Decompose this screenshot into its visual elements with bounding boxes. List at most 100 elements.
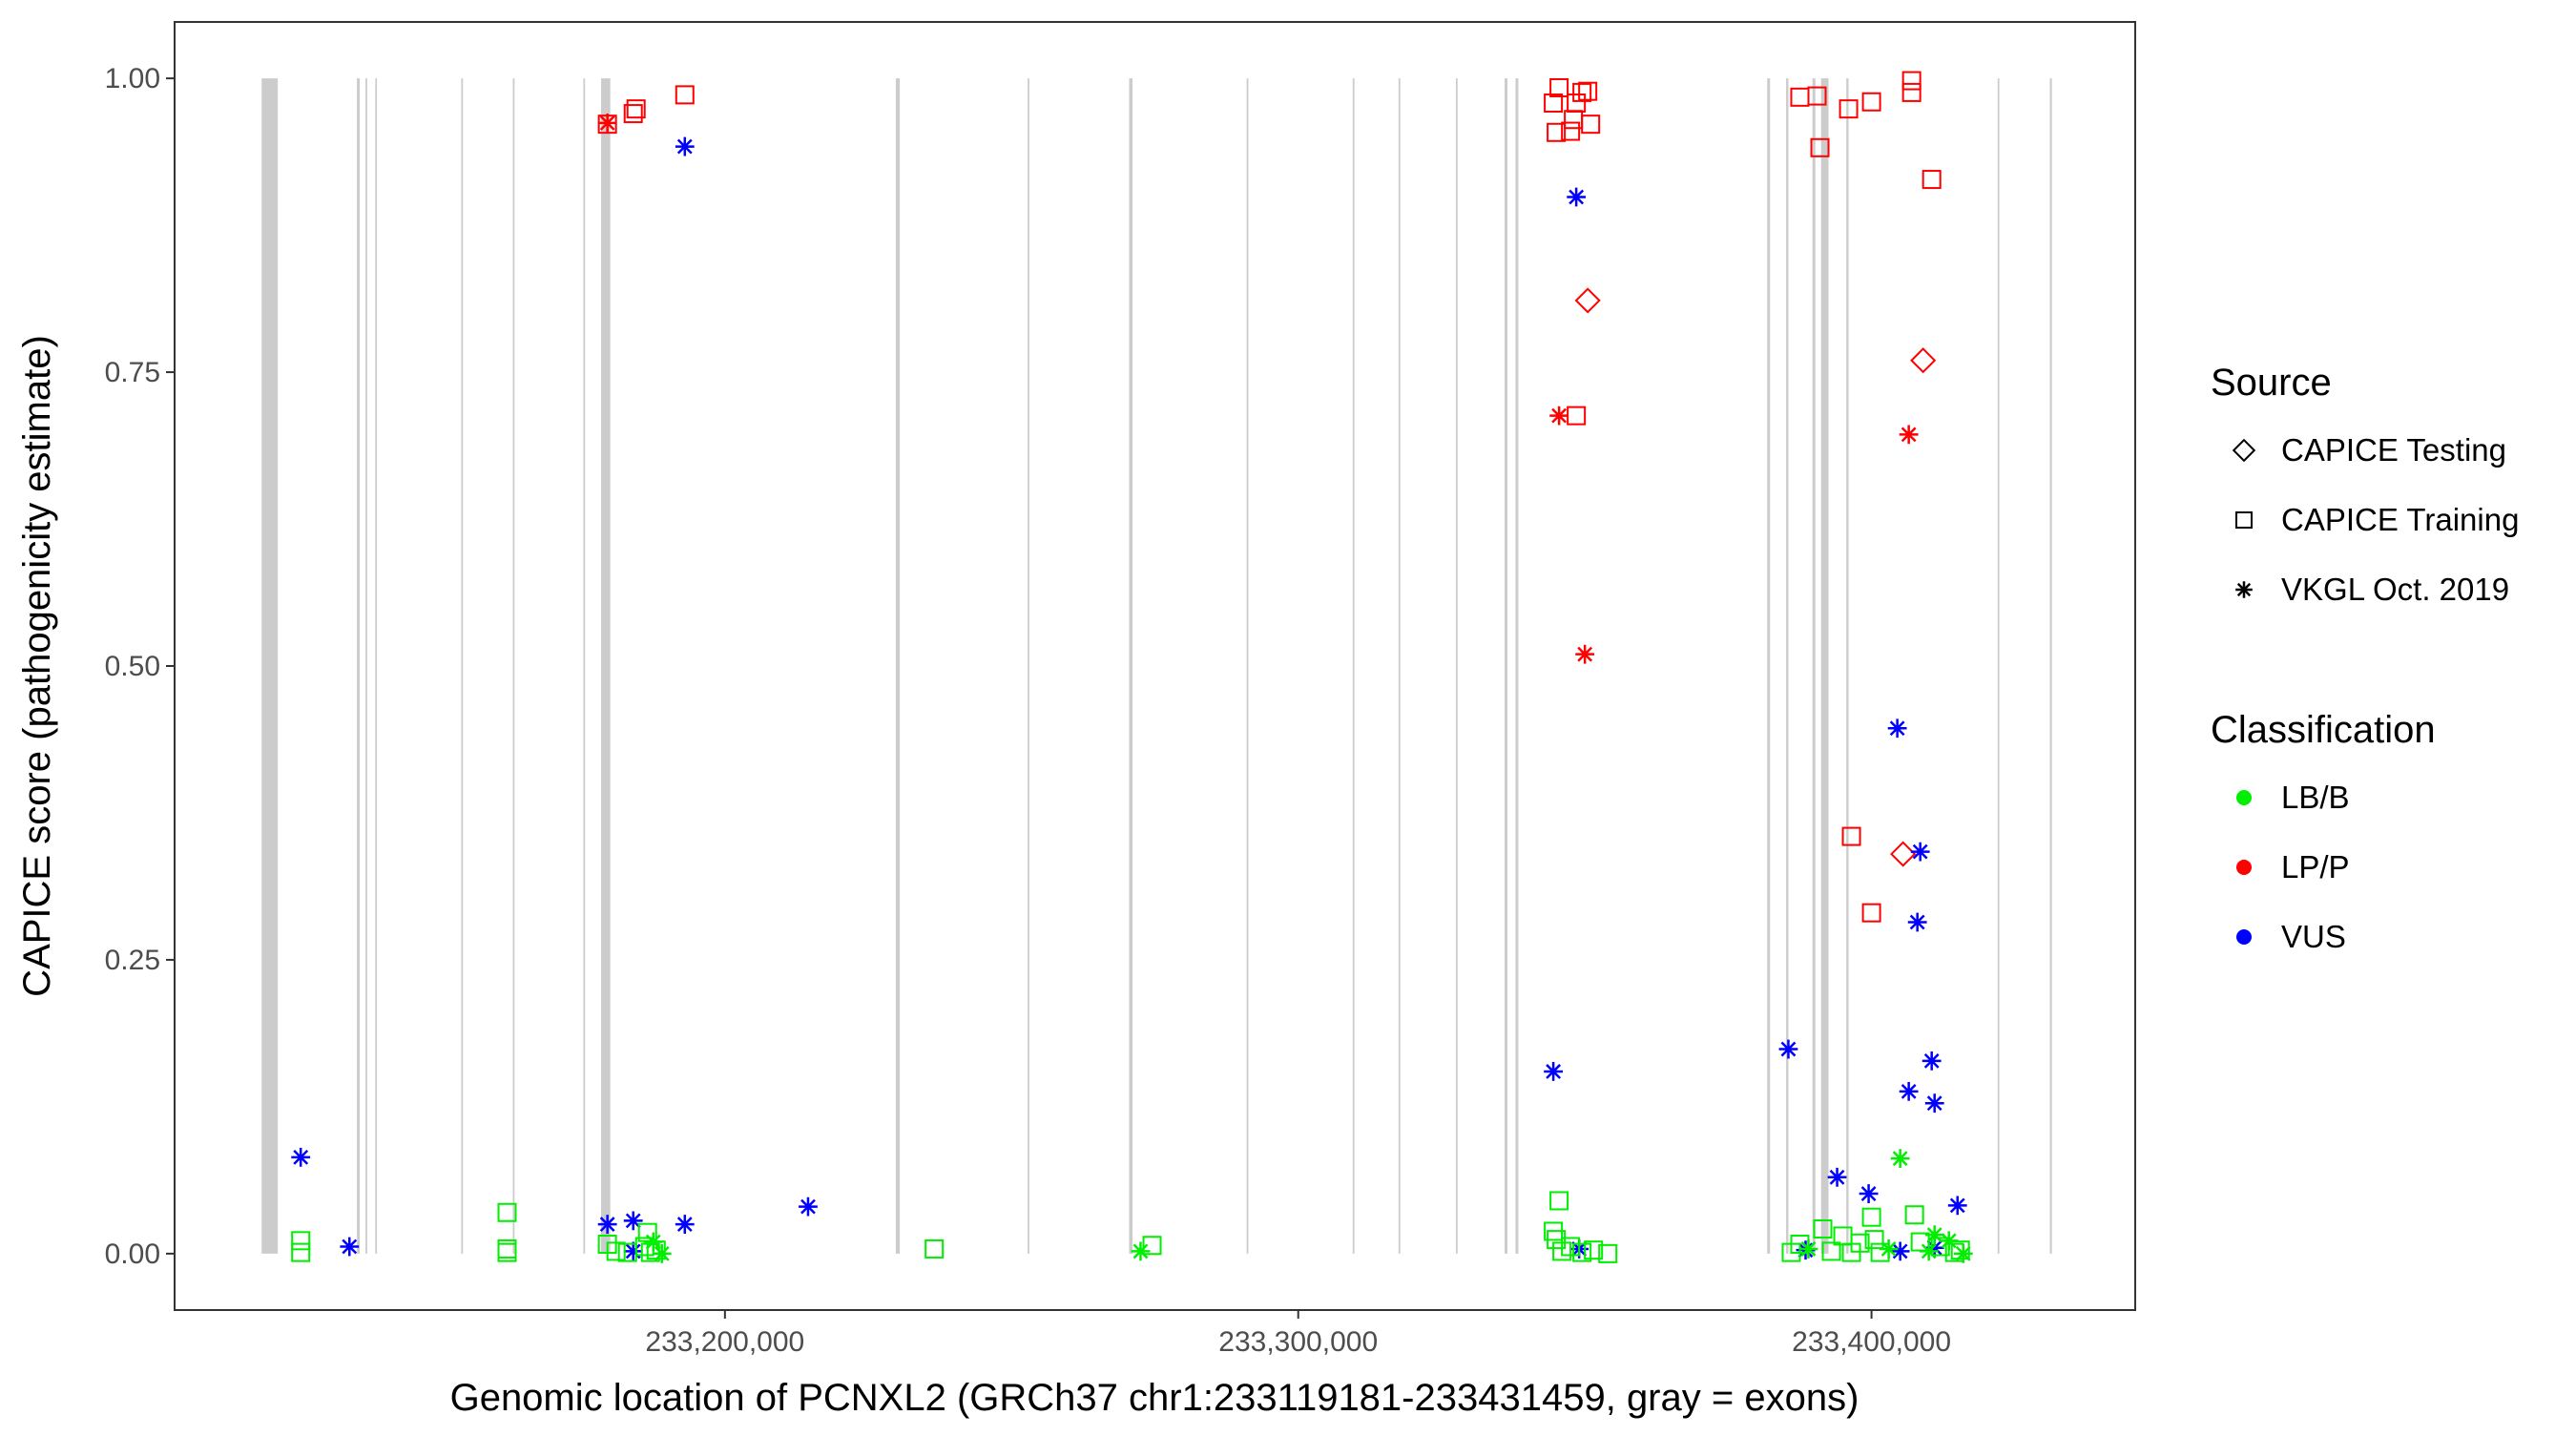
series-vus (291, 136, 1967, 1261)
data-point (675, 85, 695, 105)
data-point (1131, 1241, 1151, 1261)
data-point (623, 104, 643, 124)
data-point (1821, 1241, 1841, 1261)
data-point (1578, 81, 1598, 101)
data-point (1778, 1039, 1798, 1059)
legend-key-dot (2236, 860, 2252, 875)
exon-band (2049, 78, 2052, 1254)
legend-key-square (2235, 511, 2253, 529)
data-point (623, 1211, 643, 1231)
legend: Source Classification CAPICE Testing CAPI… (2211, 362, 2519, 954)
data-point (597, 1215, 617, 1234)
exon-band (1846, 78, 1849, 1254)
data-point (1544, 93, 1564, 113)
exon-band (583, 78, 586, 1254)
data-point (606, 1241, 626, 1261)
x-tick-label: 233,300,000 (1218, 1326, 1378, 1358)
data-point (1901, 71, 1922, 91)
legend-class-label: VUS (2281, 919, 2346, 954)
exon-bands (261, 78, 2052, 1254)
legend-key-asterisk (2235, 581, 2253, 598)
data-point (1910, 347, 1937, 374)
data-point (1567, 187, 1587, 207)
data-point (1861, 92, 1881, 112)
data-point (1924, 1093, 1944, 1113)
exon-band (1028, 78, 1029, 1254)
data-point (1922, 1051, 1942, 1071)
data-point (1572, 1242, 1592, 1262)
exon-band (601, 78, 611, 1254)
data-point (291, 1147, 311, 1167)
y-axis-label: CAPICE score (pathogenicity estimate) (16, 335, 58, 997)
exon-band (1505, 78, 1508, 1254)
y-tick-label: 0.75 (105, 357, 160, 388)
data-point (1547, 122, 1567, 142)
data-point (1561, 1237, 1581, 1257)
legend-key-dot (2236, 790, 2252, 805)
legend-source-label: VKGL Oct. 2019 (2281, 572, 2509, 607)
exon-band (1820, 78, 1829, 1254)
exon-band (261, 78, 279, 1254)
exon-band (375, 78, 378, 1254)
data-point (1861, 903, 1881, 923)
data-point (1910, 842, 1930, 862)
data-point (1549, 1191, 1569, 1211)
data-point (1581, 114, 1601, 135)
data-point (340, 1237, 360, 1257)
data-point (1899, 1081, 1919, 1101)
data-point (497, 1202, 517, 1222)
exon-band (1767, 78, 1771, 1254)
data-points (291, 71, 1973, 1263)
data-point (1947, 1196, 1967, 1216)
data-point (675, 1215, 695, 1234)
data-point (1827, 1167, 1847, 1187)
exon-band (357, 78, 361, 1254)
data-point (1899, 425, 1919, 445)
legend-source-title: Source (2211, 362, 2332, 404)
data-point (1549, 406, 1569, 426)
data-point (652, 1243, 672, 1263)
data-point (291, 1231, 311, 1251)
data-point (1572, 82, 1592, 102)
data-point (924, 1238, 945, 1259)
data-point (597, 114, 617, 133)
data-point (1561, 121, 1581, 141)
data-point (1907, 912, 1927, 932)
data-point (675, 136, 695, 156)
y-tick-label: 0.25 (105, 945, 160, 976)
data-point (497, 1242, 517, 1262)
data-point (1567, 93, 1587, 113)
y-tick-label: 0.50 (105, 651, 160, 682)
data-point (1879, 1239, 1899, 1259)
data-point (1798, 1239, 1818, 1259)
data-point (1544, 1062, 1564, 1081)
exon-band (512, 78, 515, 1254)
exon-band (1997, 78, 2000, 1254)
data-point (1864, 1230, 1884, 1250)
data-point (1950, 1240, 1970, 1260)
data-point (1549, 77, 1569, 97)
data-point (1904, 1205, 1924, 1225)
exon-band (1786, 78, 1789, 1254)
data-point (291, 1242, 311, 1262)
data-point (1924, 1225, 1944, 1245)
data-point (1839, 99, 1859, 119)
x-tick-label: 233,400,000 (1792, 1326, 1951, 1358)
data-point (1575, 644, 1595, 664)
legend-classification-title: Classification (2211, 709, 2436, 751)
legend-source-label: CAPICE Testing (2281, 432, 2506, 468)
y-tick-label: 0.00 (105, 1238, 160, 1270)
data-point (1813, 1219, 1833, 1239)
exon-band (1515, 78, 1519, 1254)
data-point (1807, 86, 1827, 106)
x-axis-label: Genomic location of PCNXL2 (GRCh37 chr1:… (450, 1377, 1859, 1419)
data-point (1919, 1241, 1939, 1261)
data-point (1890, 1149, 1910, 1168)
data-point (1584, 1240, 1604, 1260)
data-point (1922, 170, 1942, 190)
data-point (1953, 1243, 1973, 1263)
series-lb-b (291, 1149, 1973, 1263)
legend-key-diamond (2232, 438, 2256, 463)
